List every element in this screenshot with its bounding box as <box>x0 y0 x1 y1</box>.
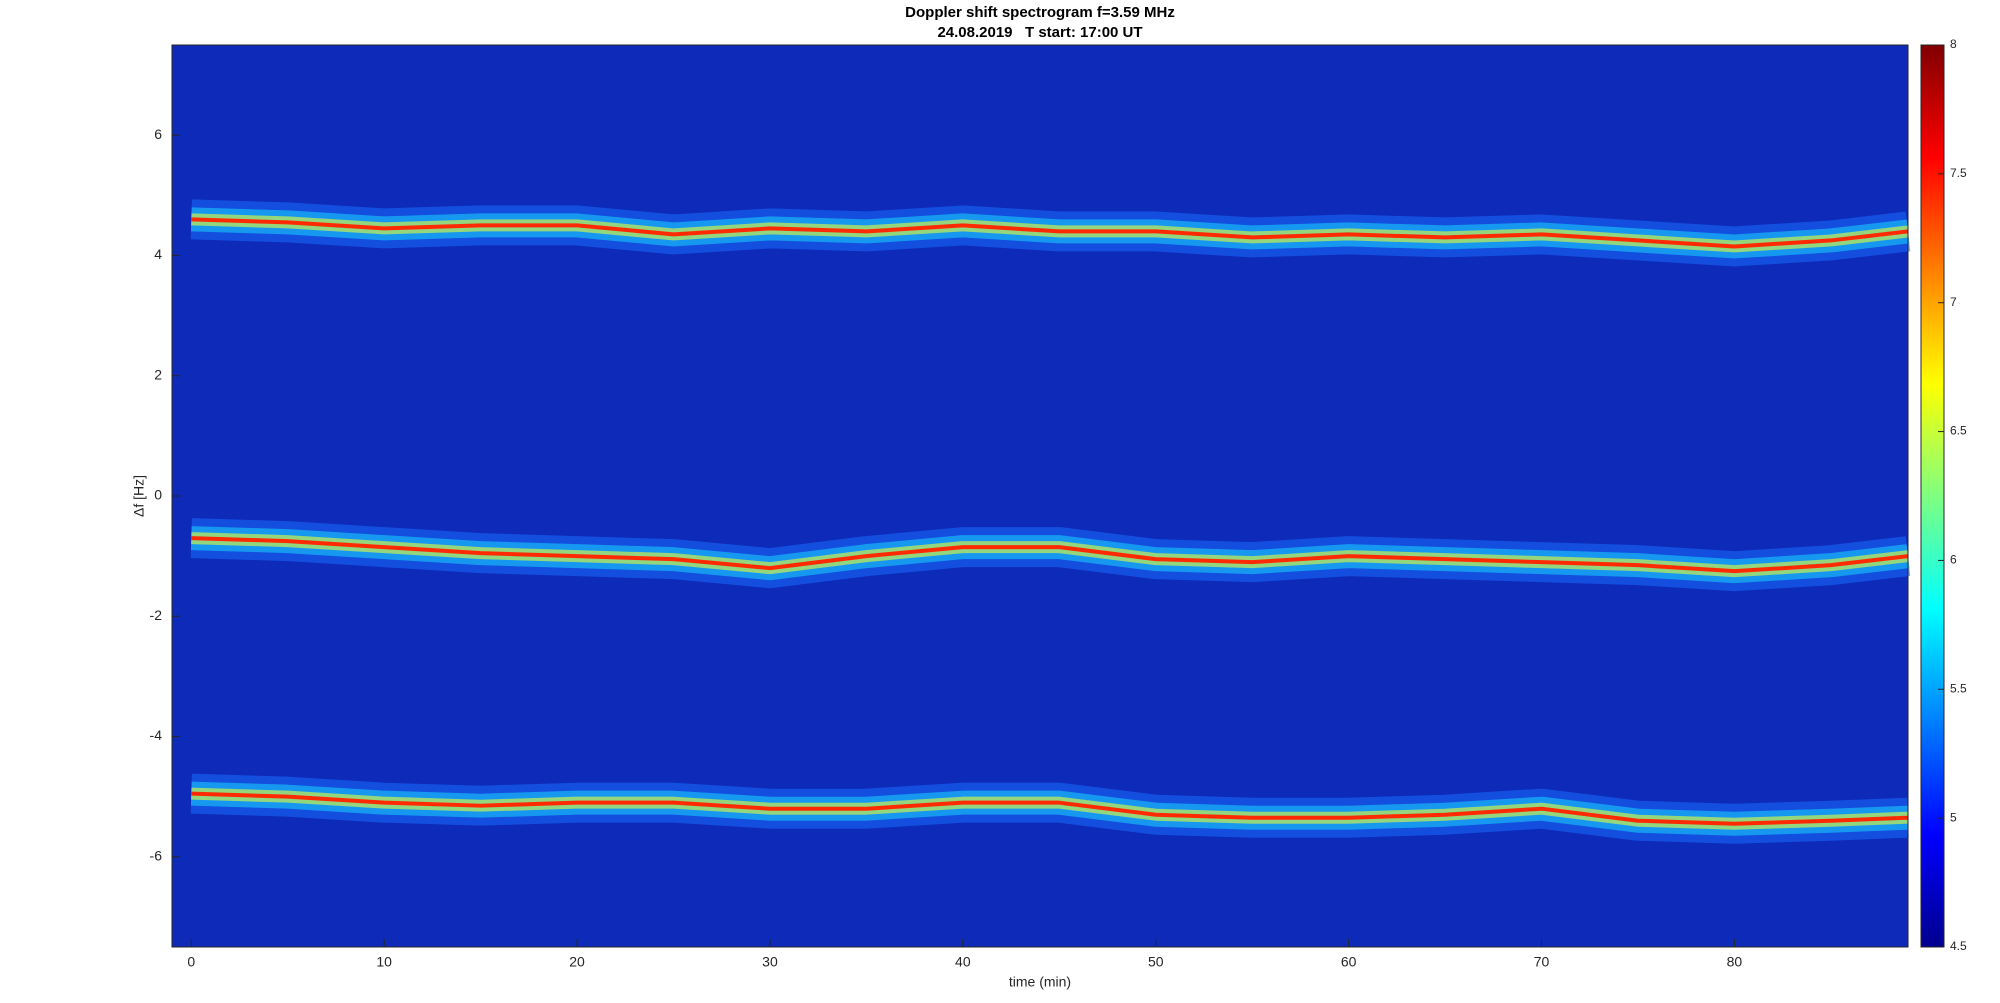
x-tick-label: 50 <box>1148 954 1164 970</box>
colorbar-tick-label: 7.5 <box>1950 166 1967 180</box>
doppler-trace <box>191 217 1909 249</box>
doppler-trace <box>191 536 1909 574</box>
x-tick-label: 70 <box>1534 954 1550 970</box>
colorbar-tick-label: 4.5 <box>1950 939 1967 953</box>
colorbar-tick-label: 5.5 <box>1950 681 1967 695</box>
y-tick-label: -2 <box>150 607 163 623</box>
y-tick-label: -4 <box>150 727 163 743</box>
y-tick-label: 6 <box>154 126 162 142</box>
colorbar-tick-label: 5 <box>1950 810 1957 824</box>
y-tick-label: -6 <box>150 848 163 864</box>
y-tick-label: 2 <box>154 366 162 382</box>
x-tick-label: 20 <box>569 954 585 970</box>
y-tick-label: 4 <box>154 246 162 262</box>
x-axis-label: time (min) <box>1009 974 1071 990</box>
chart-subtitle: 24.08.2019 T start: 17:00 UT <box>937 24 1142 41</box>
x-tick-label: 80 <box>1727 954 1743 970</box>
x-tick-label: 40 <box>955 954 971 970</box>
x-tick-label: 60 <box>1341 954 1357 970</box>
y-axis-label: Δf [Hz] <box>131 475 147 517</box>
x-tick-label: 0 <box>187 954 195 970</box>
chart-title: Doppler shift spectrogram f=3.59 MHz <box>905 4 1175 21</box>
colorbar-tick-label: 6 <box>1950 553 1957 567</box>
doppler-trace <box>191 791 1909 826</box>
colorbar-tick-label: 6.5 <box>1950 424 1967 438</box>
colorbar-tick-label: 7 <box>1950 295 1957 309</box>
x-tick-label: 10 <box>376 954 392 970</box>
y-tick-label: 0 <box>154 487 162 503</box>
x-tick-label: 30 <box>762 954 778 970</box>
colorbar <box>1920 44 1945 948</box>
colorbar-tick-label: 8 <box>1950 37 1957 51</box>
